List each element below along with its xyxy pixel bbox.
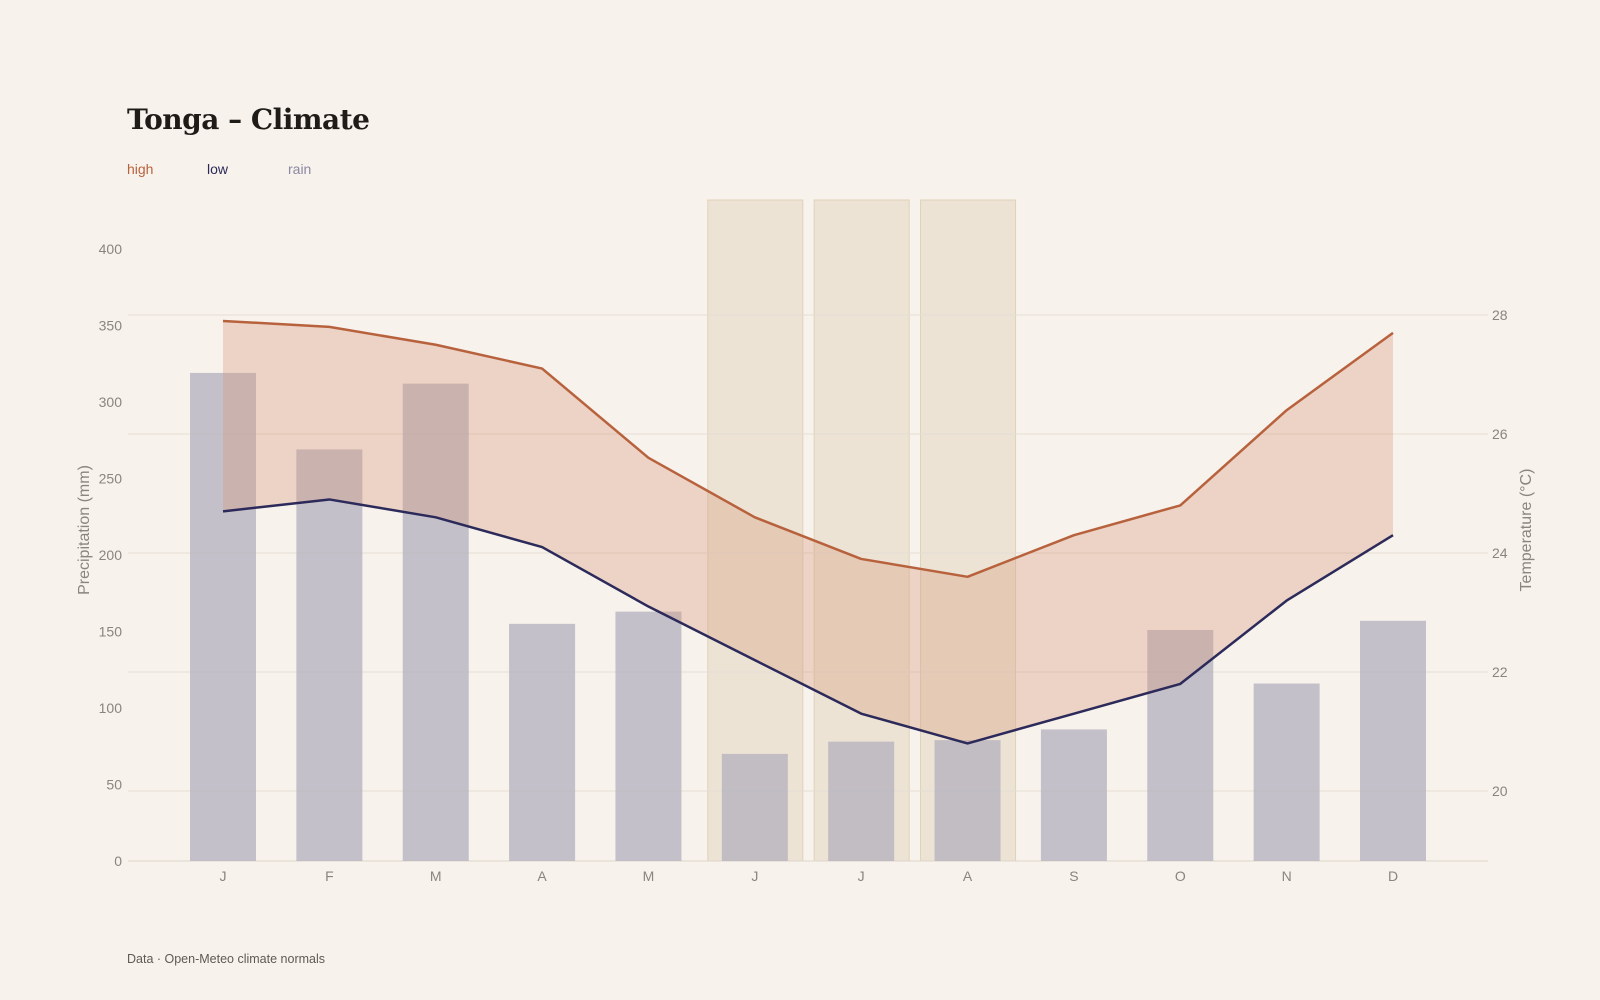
high-line (222, 319, 1394, 579)
y-left-tick-label: 300 (99, 394, 123, 410)
y-left-tick-label: 0 (114, 853, 122, 869)
x-tick-label: N (1282, 868, 1292, 884)
x-tick-label: J (858, 868, 865, 884)
y-left-tick-label: 200 (99, 547, 123, 563)
rain-bar (828, 741, 895, 861)
legend-low[interactable]: low (207, 161, 229, 177)
x-tick-label: A (963, 868, 973, 884)
y-right-tick-label: 28 (1492, 307, 1508, 323)
y-right-tick-label: 22 (1492, 664, 1508, 680)
y-right-tick-label: 20 (1492, 783, 1508, 799)
x-tick-label: A (537, 868, 547, 884)
rain-bar (934, 740, 1001, 861)
rain-bar (1147, 629, 1214, 861)
x-tick-label: M (430, 868, 442, 884)
rain-bar (190, 372, 256, 861)
legend-high[interactable]: high (127, 161, 154, 177)
y-left-tick-label: 150 (99, 624, 123, 640)
x-tick-label: F (325, 868, 334, 884)
rain-bar (615, 611, 682, 861)
x-tick-label: J (220, 868, 227, 884)
y-left-tick-label: 350 (99, 318, 123, 334)
y-right-axis-title: Temperature (°C) (1518, 469, 1535, 592)
temperature-band (223, 320, 1393, 744)
x-tick-label: J (751, 868, 758, 884)
rain-bar (402, 383, 469, 861)
rain-bar (1360, 620, 1426, 861)
rain-bar (296, 449, 363, 861)
y-left-tick-label: 250 (99, 471, 123, 487)
y-left-tick-label: 50 (106, 777, 122, 793)
x-tick-label: S (1069, 868, 1078, 884)
rain-bar (1040, 729, 1107, 861)
legend-rain[interactable]: rain (288, 161, 312, 177)
x-tick-label: D (1388, 868, 1398, 884)
y-right-tick-label: 26 (1492, 426, 1508, 442)
rain-bar (1253, 683, 1320, 861)
y-right-tick-label: 24 (1492, 545, 1508, 561)
x-tick-label: O (1175, 868, 1186, 884)
y-left-axis-title: Precipitation (mm) (76, 465, 93, 595)
y-left-tick-label: 100 (99, 700, 123, 716)
x-tick-label: M (643, 868, 655, 884)
low-line (222, 498, 1394, 745)
y-left-tick-label: 400 (99, 241, 123, 257)
chart-title: Tonga – Climate (127, 103, 370, 136)
footer-source: Data · Open-Meteo climate normals (127, 952, 325, 966)
rain-bar (721, 753, 788, 861)
rain-bar (509, 623, 576, 861)
